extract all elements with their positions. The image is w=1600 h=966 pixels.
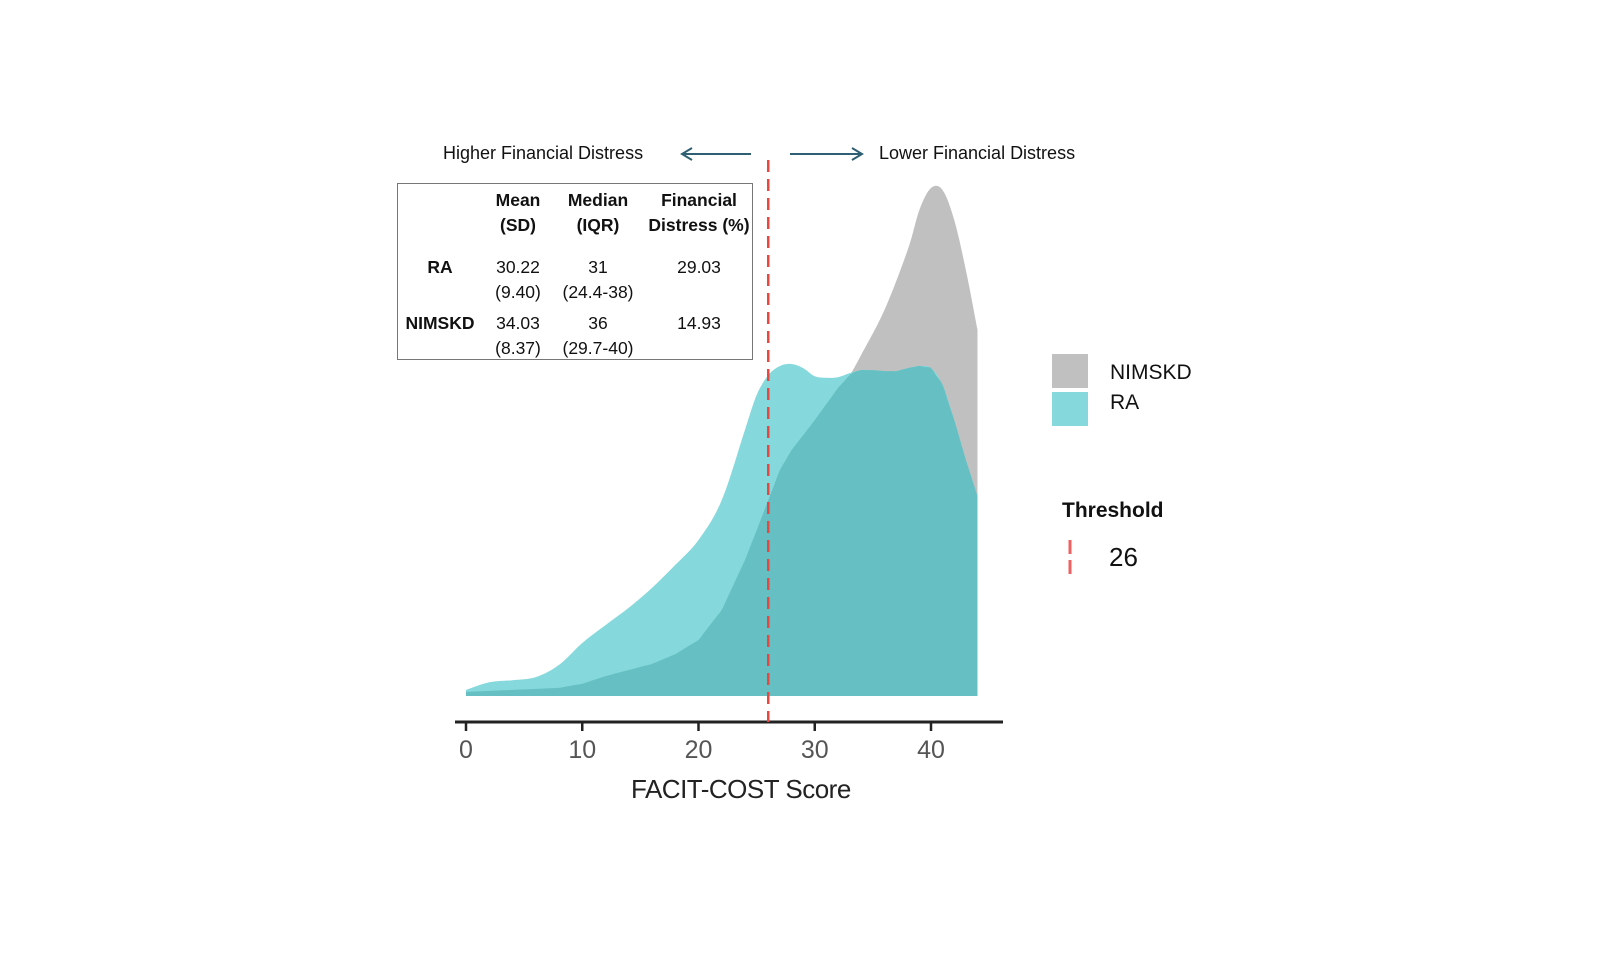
x-tick-label-30: 30 xyxy=(801,736,829,764)
legend-label-ra: RA xyxy=(1110,391,1140,414)
summary-table: Mean (SD) Median (IQR) Financial Distress (… xyxy=(397,183,753,360)
ra-distress: 29.03 xyxy=(677,257,721,277)
legend-swatch-nimskd xyxy=(1052,354,1088,388)
density-overlap-area xyxy=(466,366,978,696)
ra-median-iqr: 31 (24.4-38) xyxy=(562,257,634,302)
legend-threshold-title: Threshold xyxy=(1062,499,1164,522)
nimskd-mean-sd: 34.03 (8.37) xyxy=(495,313,541,358)
row-label-ra: RA xyxy=(427,257,453,277)
legend-label-nimskd: NIMSKD xyxy=(1110,361,1192,384)
nimskd-distress: 14.93 xyxy=(677,313,721,333)
x-axis-title: FACIT-COST Score xyxy=(631,774,851,804)
x-tick-label-0: 0 xyxy=(459,736,473,764)
legend-threshold-value: 26 xyxy=(1109,542,1138,572)
nimskd-median-iqr: 36 (29.7-40) xyxy=(562,313,634,358)
x-tick-label-20: 20 xyxy=(685,736,713,764)
legend-swatch-ra xyxy=(1052,392,1088,426)
annotation-lower-distress: Lower Financial Distress xyxy=(879,143,1076,163)
row-label-nimskd: NIMSKD xyxy=(405,313,475,333)
x-tick-label-40: 40 xyxy=(917,736,945,764)
ra-mean-sd: 30.22 (9.40) xyxy=(495,257,541,302)
header-mean: Mean (SD) xyxy=(495,190,541,235)
right-arrow xyxy=(790,147,864,161)
x-tick-label-10: 10 xyxy=(568,736,596,764)
left-arrow xyxy=(680,147,751,161)
header-distress: Financial Distress (%) xyxy=(648,190,750,235)
header-median: Median (IQR) xyxy=(567,190,629,235)
annotation-higher-distress: Higher Financial Distress xyxy=(443,143,644,163)
